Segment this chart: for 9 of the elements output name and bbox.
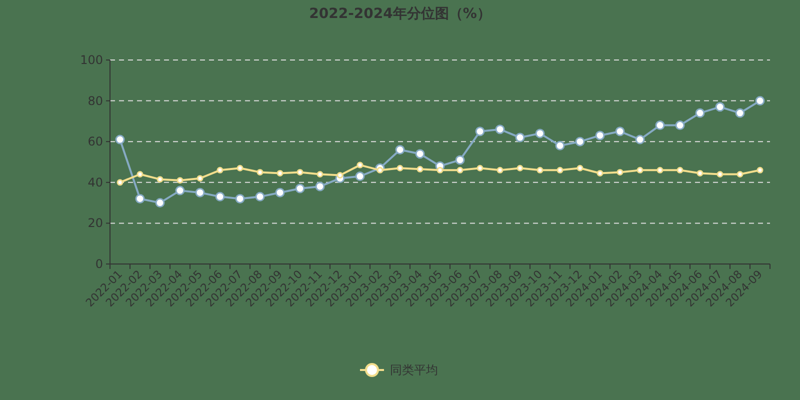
y-tick-label: 80 [88,94,103,108]
legend: 同类平均 [360,363,438,377]
legend-label: 同类平均 [390,363,438,377]
y-tick-label: 40 [88,175,103,190]
y-tick-label: 100 [80,53,103,67]
y-tick-label: 20 [88,216,103,230]
y-tick-label: 60 [88,134,103,149]
y-tick-label: 0 [95,257,103,271]
chart-title: 2022-2024年分位图（%） [309,6,491,22]
